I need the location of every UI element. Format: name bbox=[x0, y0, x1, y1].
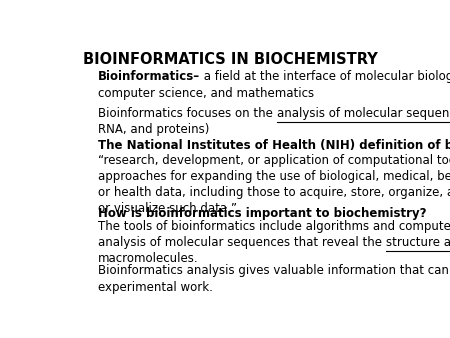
Text: Bioinformatics analysis gives valuable information that can guide: Bioinformatics analysis gives valuable i… bbox=[98, 264, 450, 277]
Text: analysis of molecular sequences that reveal the: analysis of molecular sequences that rev… bbox=[98, 236, 386, 249]
Text: “research, development, or application of computational tools and: “research, development, or application o… bbox=[98, 153, 450, 167]
Text: or visualize such data.”: or visualize such data.” bbox=[98, 202, 237, 215]
Text: The tools of bioinformatics include algorithms and computer programs for: The tools of bioinformatics include algo… bbox=[98, 220, 450, 233]
Text: or health data, including those to acquire, store, organize, analyze,: or health data, including those to acqui… bbox=[98, 186, 450, 199]
Text: macromolecules.: macromolecules. bbox=[98, 252, 199, 265]
Text: a field at the interface of molecular biology,: a field at the interface of molecular bi… bbox=[200, 71, 450, 83]
Text: BIOINFORMATICS IN BIOCHEMISTRY: BIOINFORMATICS IN BIOCHEMISTRY bbox=[83, 52, 378, 67]
Text: approaches for expanding the use of biological, medical, behavioral: approaches for expanding the use of biol… bbox=[98, 170, 450, 183]
Text: structure and function: structure and function bbox=[386, 236, 450, 249]
Text: RNA, and proteins): RNA, and proteins) bbox=[98, 123, 209, 136]
Text: How is bioinformatics important to biochemistry?: How is bioinformatics important to bioch… bbox=[98, 207, 427, 220]
Text: analysis of molecular sequences: analysis of molecular sequences bbox=[277, 107, 450, 120]
Text: Ag: Ag bbox=[0, 337, 1, 338]
Text: The National Institutes of Health (NIH) definition of bioinformatics:: The National Institutes of Health (NIH) … bbox=[98, 140, 450, 152]
Text: Bioinformatics focuses on the: Bioinformatics focuses on the bbox=[98, 107, 277, 120]
Text: experimental work.: experimental work. bbox=[98, 281, 213, 294]
Text: computer science, and mathematics: computer science, and mathematics bbox=[98, 87, 314, 100]
Text: Bioinformatics–: Bioinformatics– bbox=[98, 71, 200, 83]
